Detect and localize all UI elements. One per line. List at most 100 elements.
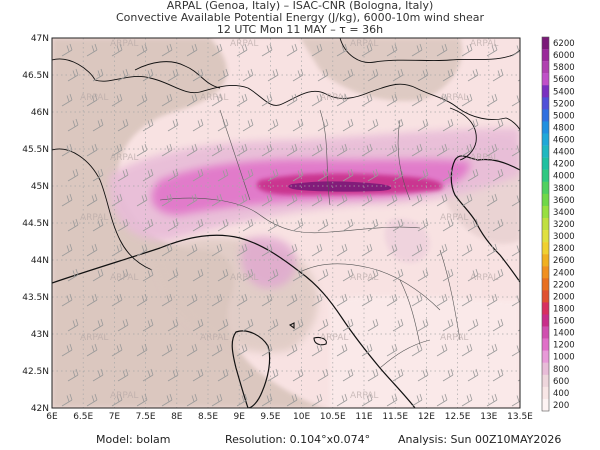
colorbar-swatch: [542, 37, 549, 50]
wind-barb: [261, 193, 273, 207]
longitude-label: 9.5E: [260, 412, 280, 422]
wind-barb: [186, 43, 198, 57]
wind-barb: [211, 93, 223, 107]
wind-barb: [86, 193, 98, 207]
wind-barb: [211, 393, 223, 407]
colorbar-swatch: [542, 121, 549, 134]
colorbar-swatch: [542, 157, 549, 170]
wind-barb: [486, 143, 498, 157]
wind-barb: [367, 268, 379, 282]
west-border: [52, 148, 153, 271]
wind-barb: [342, 168, 354, 182]
wind-barb: [511, 294, 520, 307]
wind-barb: [336, 293, 348, 307]
wind-barb: [386, 243, 398, 257]
colorbar-label: 3400: [553, 208, 575, 218]
wind-barb: [261, 343, 273, 357]
latitude-label: 42N: [31, 404, 49, 414]
wind-barb: [436, 93, 448, 107]
wind-barb: [167, 268, 179, 282]
wind-barb: [486, 393, 498, 407]
wind-barb: [142, 168, 154, 182]
colorbar-label: 200: [553, 401, 569, 411]
colorbar-label: 400: [553, 389, 569, 399]
adriatic-coastline: [450, 155, 520, 283]
wind-barb: [117, 118, 129, 132]
wind-barb: [117, 318, 129, 332]
wind-barb: [111, 193, 123, 207]
arpal-watermark: ARPAL: [350, 273, 378, 283]
arpal-watermark: ARPAL: [440, 333, 468, 343]
longitude-label: 6E: [46, 412, 58, 422]
wind-barb: [286, 343, 298, 357]
wind-barb: [236, 93, 248, 107]
colorbar-label: 2200: [553, 280, 575, 290]
wind-barb: [461, 293, 473, 307]
wind-barb: [492, 118, 504, 132]
arpal-watermark: ARPAL: [200, 93, 228, 103]
wind-barb: [342, 368, 354, 382]
wind-barb: [217, 318, 229, 332]
colorbar-label: 4000: [553, 172, 575, 182]
wind-barb: [386, 393, 398, 407]
colorbar-label: 800: [553, 365, 569, 375]
wind-barb: [442, 268, 454, 282]
colorbar-label: 600: [553, 377, 569, 387]
colorbar-swatch: [542, 314, 549, 327]
wind-barb: [286, 393, 298, 407]
wind-barb: [261, 393, 273, 407]
colorbar-swatch: [542, 338, 549, 351]
colorbar-swatch: [542, 386, 549, 400]
wind-barb: [192, 168, 204, 182]
arpal-watermark: ARPAL: [110, 273, 138, 283]
colorbar-swatch: [542, 362, 549, 376]
wind-barb: [486, 193, 498, 207]
wind-barb: [286, 243, 298, 257]
wind-barb: [367, 218, 379, 232]
colorbar-label: 1800: [553, 304, 575, 314]
capraia-island: [288, 322, 295, 330]
wind-barb: [461, 93, 473, 107]
arpal-watermark: ARPAL: [110, 153, 138, 163]
wind-barb: [342, 268, 354, 282]
colorbar-swatch: [542, 145, 549, 158]
arpal-watermark: ARPAL: [350, 391, 378, 401]
wind-barb: [267, 368, 279, 382]
wind-barb: [492, 68, 504, 82]
wind-barb: [117, 268, 129, 282]
wind-barb: [467, 218, 479, 232]
wind-barb: [92, 168, 104, 182]
alps-border: [52, 58, 520, 131]
wind-barb: [336, 343, 348, 357]
wind-barb: [386, 143, 398, 157]
wind-barb: [317, 118, 329, 132]
arpal-watermark: ARPAL: [470, 39, 498, 49]
wind-barb: [167, 68, 179, 82]
wind-barb: [336, 193, 348, 207]
colorbar-label: 1000: [553, 353, 575, 363]
wind-barb: [292, 368, 304, 382]
longitude-label: 12E: [418, 412, 435, 422]
wind-barb: [311, 93, 323, 107]
wind-barb: [261, 293, 273, 307]
wind-barb: [161, 193, 173, 207]
wind-barb: [61, 293, 73, 307]
latitude-label: 44N: [31, 256, 49, 266]
wind-barb: [417, 368, 429, 382]
arpal-watermark: ARPAL: [230, 39, 258, 49]
wind-barb: [161, 243, 173, 257]
wind-barb: [311, 243, 323, 257]
colorbar-label: 4800: [553, 123, 575, 133]
wind-barb: [136, 343, 148, 357]
wind-barb: [67, 218, 79, 232]
wind-barb: [236, 193, 248, 207]
wind-barb: [461, 393, 473, 407]
wind-barb: [436, 243, 448, 257]
colorbar-swatch: [542, 97, 549, 110]
arpal-watermark: ARPAL: [110, 391, 138, 401]
colorbar-label: 6200: [553, 39, 575, 49]
colorbar-swatch: [542, 278, 549, 291]
wind-barb: [511, 44, 520, 57]
colorbar-frame: [541, 36, 550, 412]
cape-band-peak: [288, 181, 392, 192]
